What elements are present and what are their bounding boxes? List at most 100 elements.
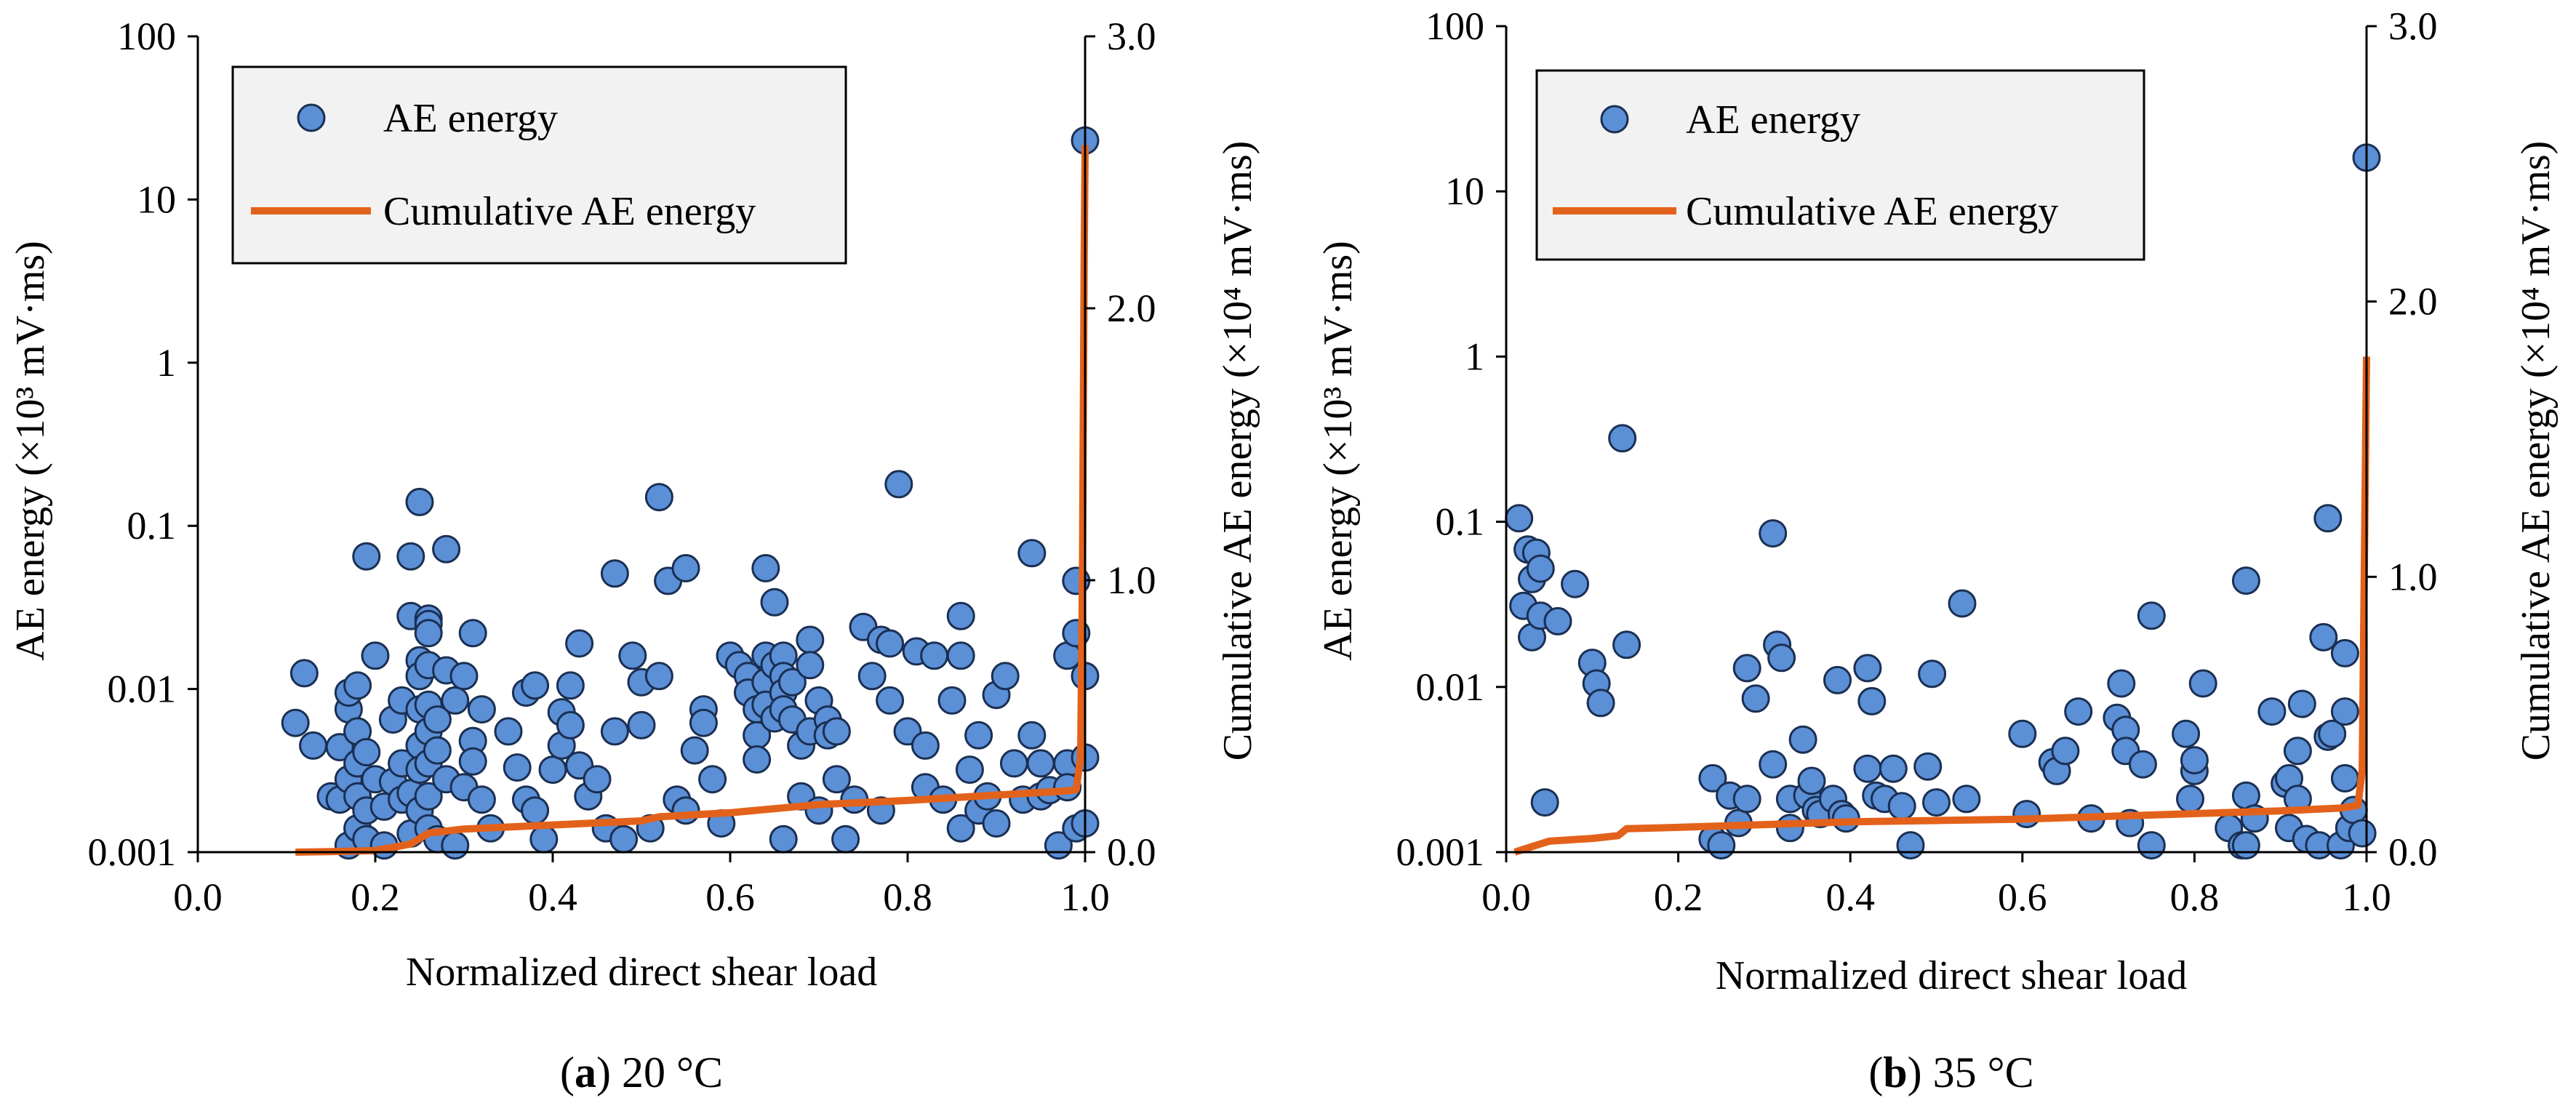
data-point (467, 695, 496, 724)
data-point (2172, 719, 2201, 748)
data-point (680, 736, 709, 765)
data-point (343, 671, 372, 700)
y-right-tick-label: 0.0 (1107, 830, 1156, 874)
data-point (1797, 766, 1826, 795)
data-point (911, 731, 940, 760)
axes-b (1505, 26, 2368, 854)
y-left-tick-label: 100 (1425, 4, 1484, 48)
caption-paren-close: ) (596, 1048, 622, 1096)
data-point (441, 831, 470, 860)
x-tick-label: 1.0 (1060, 875, 1110, 919)
chart-panel-b: 0.0 0.2 0.4 0.6 0.8 1.00.0010.010.11101000.01… (1316, 4, 2559, 1096)
data-point (2287, 689, 2316, 718)
data-point (289, 659, 319, 688)
data-point (769, 825, 798, 854)
data-point (609, 825, 639, 854)
data-point (2180, 746, 2209, 775)
x-tick-label: 0.4 (528, 875, 577, 919)
data-point (2313, 504, 2343, 533)
data-point (796, 651, 825, 680)
x-tick-label: 0.8 (883, 875, 932, 919)
data-point (2257, 697, 2287, 726)
caption-paren-close: ) (1908, 1048, 1933, 1096)
data-point (671, 796, 700, 825)
data-point (999, 749, 1028, 778)
data-point (1732, 785, 1761, 814)
x-tick-label: 0.0 (1481, 875, 1531, 919)
data-point (2330, 697, 2359, 726)
y-right-tick-label: 0.0 (2388, 830, 2438, 874)
y-left-tick-label: 1 (1465, 334, 1484, 378)
legend-scatter-marker (297, 103, 326, 132)
caption-text: 35 °C (1933, 1048, 2034, 1096)
data-point (627, 710, 656, 739)
data-point (796, 625, 825, 654)
ticks-a: 0.0 0.2 0.4 0.6 0.8 1.00.0010.010.11101000.01… (88, 15, 1156, 919)
data-point (760, 587, 789, 617)
data-point (494, 717, 523, 746)
y-left-tick-label: 0.01 (1416, 665, 1485, 709)
data-point (644, 662, 673, 691)
data-point (583, 765, 612, 794)
data-point (503, 753, 532, 782)
data-point (467, 785, 496, 814)
data-point (689, 708, 718, 737)
data-point (1017, 539, 1047, 568)
data-point (822, 717, 851, 746)
caption-label: a (575, 1048, 596, 1096)
data-point (325, 733, 354, 762)
data-point (2309, 622, 2338, 651)
data-point (2137, 601, 2166, 630)
legend-scatter-label: AE energy (1686, 97, 1860, 143)
data-point (299, 731, 328, 760)
data-point (698, 765, 727, 794)
legend-line-label: Cumulative AE energy (383, 189, 756, 234)
data-point (937, 686, 967, 715)
data-point (600, 717, 629, 746)
data-point (2137, 831, 2166, 860)
data-point (743, 745, 772, 774)
y-left-tick-label: 1 (156, 341, 176, 385)
data-point (1853, 754, 1882, 783)
data-point (671, 554, 700, 582)
x-tick-label: 0.6 (705, 875, 755, 919)
x-tick-label: 0.2 (351, 875, 400, 919)
data-point (1505, 504, 1534, 533)
data-point (920, 641, 949, 670)
legend-line-label: Cumulative AE energy (1686, 189, 2058, 234)
data-point (822, 765, 851, 794)
data-point (405, 487, 434, 516)
legend-box (231, 65, 847, 265)
data-point (1952, 785, 1981, 814)
data-point (361, 641, 390, 670)
data-point (521, 796, 550, 825)
data-point (1918, 659, 1947, 689)
data-point (1741, 684, 1770, 713)
data-point (964, 721, 993, 750)
data-point (2318, 719, 2347, 748)
ticks-b: 0.0 0.2 0.4 0.6 0.8 1.00.0010.010.11101000.01… (1396, 4, 2438, 919)
data-point (414, 782, 443, 811)
y-right-tick-label: 2.0 (1107, 286, 1156, 330)
data-point (396, 542, 425, 571)
data-point (618, 641, 647, 670)
legend-b: AE energy Cumulative AE energy (1535, 69, 2145, 261)
data-point (1775, 814, 1804, 843)
data-point (1887, 792, 1916, 821)
data-point (1526, 554, 1555, 583)
x-tick-label: 0.2 (1654, 875, 1703, 919)
data-point (1017, 721, 1047, 750)
data-point (982, 809, 1011, 838)
y-left-tick-label: 10 (137, 177, 176, 221)
data-point (1857, 686, 1887, 715)
data-point (1698, 763, 1727, 793)
data-point (521, 671, 550, 700)
data-point (556, 671, 585, 700)
x-tick-label: 0.4 (1825, 875, 1875, 919)
data-point (777, 667, 807, 697)
caption-label: b (1883, 1048, 1907, 1096)
data-point (644, 483, 673, 512)
cumulative-line-b (1513, 356, 2370, 856)
caption-paren-open: ( (560, 1048, 575, 1096)
